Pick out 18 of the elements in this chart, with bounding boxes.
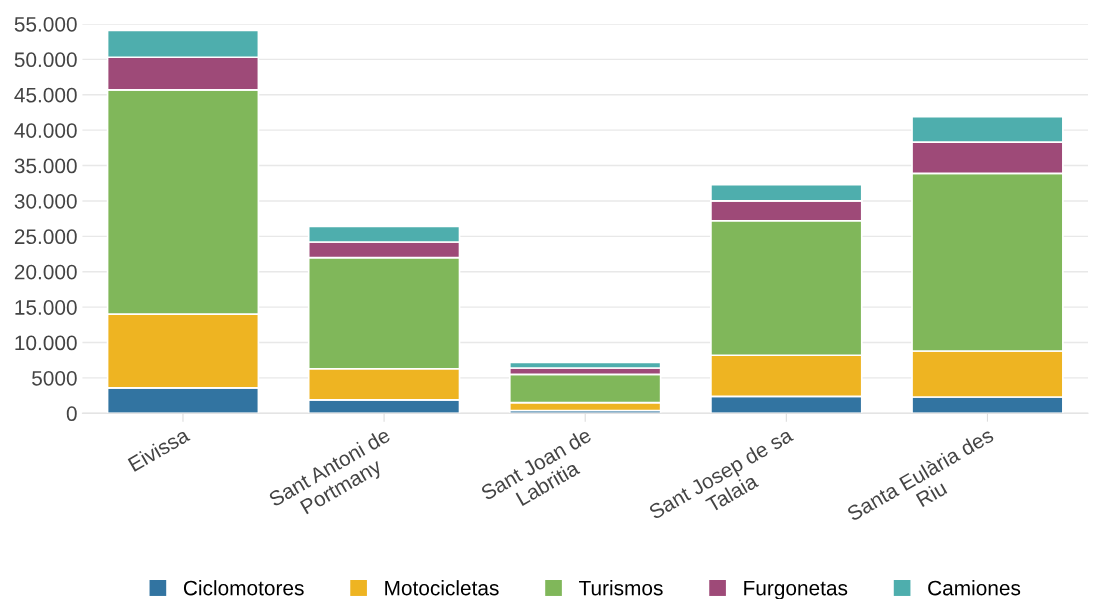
y-tick-label: 5000 [32, 370, 77, 386]
y-tick-label: 35.000 [14, 158, 77, 174]
y-tick-label: 15.000 [15, 300, 77, 315]
y-tick-label: 50.000 [14, 52, 77, 68]
y-tick-label: 25.000 [14, 229, 77, 245]
y-tick-label: 0 [66, 406, 77, 422]
y-tick-label: 45.000 [14, 87, 77, 103]
y-tick-label: 30.000 [14, 193, 77, 209]
y-tick-label: 20.000 [14, 264, 77, 280]
legend-label: Motocicletas [385, 580, 499, 596]
y-tick-label: 55.000 [14, 16, 77, 32]
y-tick-label: 40.000 [14, 123, 77, 138]
legend-label: Furgonetas [744, 580, 848, 599]
y-tick-label: 10.000 [15, 335, 77, 351]
legend-label: Turismos [579, 580, 663, 596]
legend-label: Camiones [928, 580, 1021, 596]
x-tick-label: Sant Josep de sa Talaia [647, 426, 797, 524]
legend-label: Ciclomotores [183, 580, 304, 596]
